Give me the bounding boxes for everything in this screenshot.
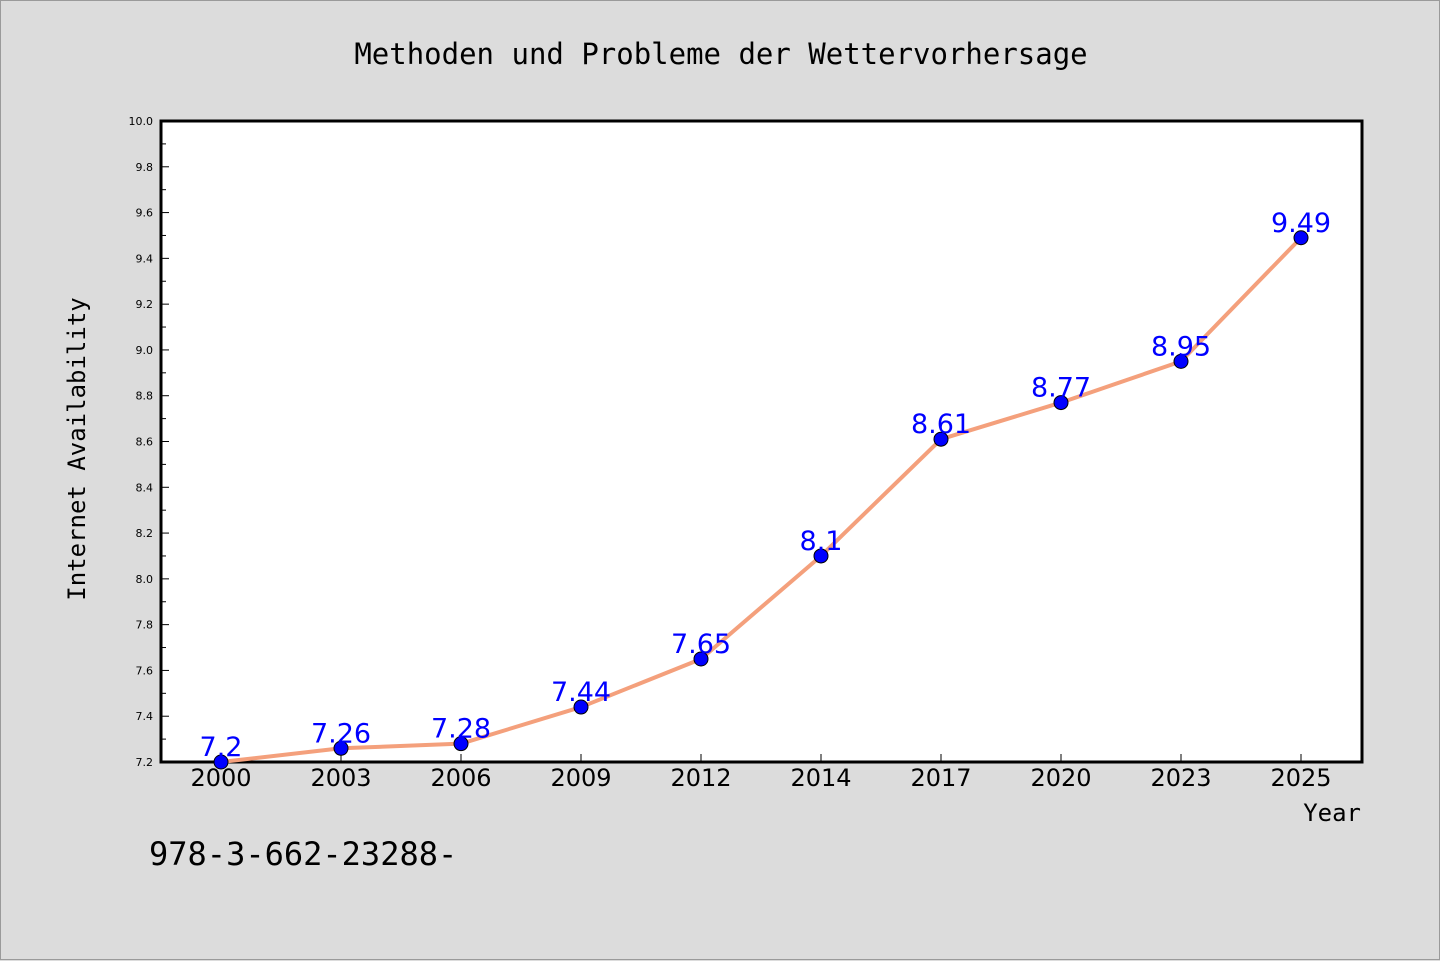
data-label: 8.1 — [800, 526, 843, 557]
x-tick-label: 2012 — [670, 764, 731, 792]
y-tick-label: 8.0 — [136, 573, 154, 586]
series-line — [219, 235, 1303, 764]
data-point — [1173, 353, 1189, 369]
y-tick-label: 7.2 — [136, 756, 154, 769]
x-tick-label: 2009 — [550, 764, 611, 792]
data-label: 8.95 — [1151, 331, 1211, 362]
data-point — [933, 431, 949, 447]
data-point — [813, 548, 829, 564]
x-tick-label: 2017 — [910, 764, 971, 792]
data-label: 8.61 — [911, 409, 971, 440]
y-tick-label: 9.6 — [136, 207, 154, 220]
plot-area — [159, 119, 1364, 764]
y-tick-label: 8.8 — [136, 390, 154, 403]
x-tick-label: 2025 — [1270, 764, 1331, 792]
x-tick-label: 2003 — [310, 764, 371, 792]
y-tick-label: 9.0 — [136, 344, 154, 357]
x-axis-label: Year — [1303, 799, 1361, 827]
x-tick-label: 2020 — [1030, 764, 1091, 792]
data-label: 7.65 — [671, 629, 731, 660]
y-tick-label: 10.0 — [129, 115, 154, 128]
x-tick-label: 2023 — [1150, 764, 1211, 792]
y-tick-label: 7.8 — [136, 619, 154, 632]
data-label: 9.49 — [1271, 208, 1331, 239]
y-tick-label: 9.8 — [136, 161, 154, 174]
data-label: 7.44 — [551, 677, 611, 708]
y-tick-label: 9.4 — [136, 252, 154, 265]
y-axis-label: Internet Availability — [63, 297, 91, 600]
data-label: 7.2 — [200, 732, 243, 763]
y-tick-label: 8.6 — [136, 436, 154, 449]
chart-title: Methoden und Probleme der Wettervorhersa… — [354, 37, 1087, 71]
footer-isbn-text: 978-3-662-23288- — [149, 835, 457, 873]
data-point — [333, 740, 349, 756]
data-label: 7.26 — [311, 718, 371, 749]
data-point — [573, 699, 589, 715]
data-label: 7.28 — [431, 714, 491, 745]
y-tick-label: 7.6 — [136, 664, 154, 677]
data-point — [213, 754, 229, 770]
y-tick-label: 7.4 — [136, 710, 154, 723]
data-point — [1053, 395, 1069, 411]
data-point — [1293, 230, 1309, 246]
data-point — [693, 651, 709, 667]
y-tick-label: 8.4 — [136, 481, 154, 494]
y-tick-label: 8.2 — [136, 527, 154, 540]
series-layer: 7.2 7.26 7.28 7.44 7.65 8.1 8.61 8.77 8.95 9.49 — [200, 208, 1331, 770]
y-tick-label: 9.2 — [136, 298, 154, 311]
data-label: 8.77 — [1031, 373, 1091, 404]
y-axis: 7.2 7.4 7.6 7.8 8.0 8.2 8.4 8.6 8.8 9.0 9.2 9.4 9.6 9… — [129, 115, 169, 769]
x-tick-label: 2006 — [430, 764, 491, 792]
data-point — [453, 736, 469, 752]
x-tick-label: 2014 — [790, 764, 851, 792]
